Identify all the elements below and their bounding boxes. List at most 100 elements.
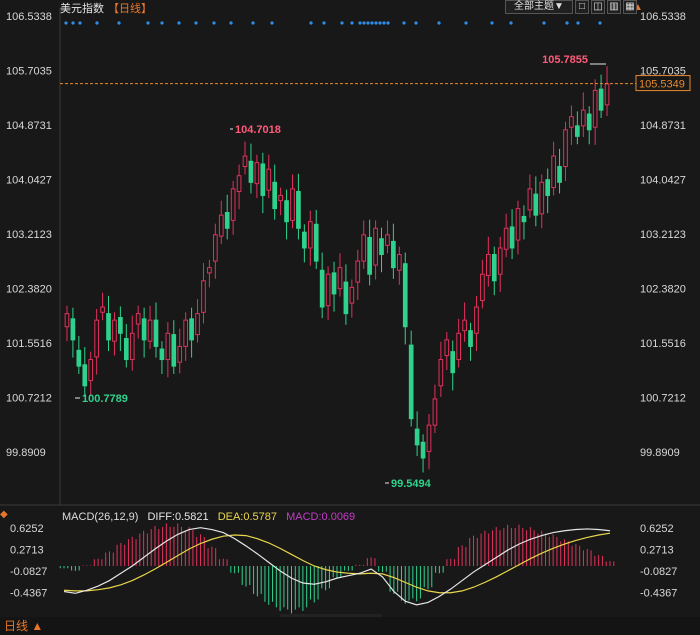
candle-body [527,188,533,211]
candle-body [64,313,70,328]
candle-body [141,318,147,341]
candle-body [474,306,479,334]
event-marker [251,21,255,25]
event-marker [378,21,382,25]
macd-tick-left: 0.6252 [10,523,44,535]
candle-body [485,254,491,277]
layout-icon-2[interactable]: ◫ [591,0,605,14]
candle-body [456,332,462,361]
event-marker [382,21,386,25]
candle-body [426,424,432,452]
price-tick-left: 99.8909 [6,447,46,459]
event-marker [565,21,569,25]
candle-body [230,188,236,221]
recent-high-annotation: 105.7855 [542,54,588,66]
candle-body [325,273,331,307]
diff-line [63,527,611,606]
candle-body [569,116,574,128]
candle-body [450,351,456,374]
candle-body [604,83,610,106]
event-marker [402,21,406,25]
event-marker [370,21,374,25]
candle-body [147,319,153,342]
candle-body [402,263,408,328]
candle-body [248,160,254,183]
price-tick-left: 101.5516 [6,338,52,350]
current-price-box [635,75,691,92]
candle-body [284,200,289,223]
candle-body [509,226,515,249]
event-marker [464,21,468,25]
event-marker [160,21,164,25]
candle-body [343,281,349,315]
candle-body [302,231,307,249]
candle-body [580,109,586,127]
event-marker [322,21,326,25]
period-selector[interactable]: 日线 ▲ [4,617,43,634]
chart-header: 美元指数 【日线】 [60,0,152,16]
period-tag[interactable]: 【日线】 [108,3,152,15]
main-chart-select[interactable]: 全部主题▼ [505,0,573,14]
chevron-up-icon: ▲ [31,619,44,633]
macd-macd-label: MACD:0.0069 [286,511,356,523]
candle-body [462,319,467,332]
candle-body [349,286,355,304]
event-marker [194,21,198,25]
candle-body [296,191,301,229]
event-marker [117,21,121,25]
candle-body [385,234,390,246]
candle-body [207,267,212,274]
candle-body [165,332,171,361]
layout-icon-4[interactable]: ▦ [623,0,637,14]
candle-body [218,214,224,237]
event-marker [270,21,274,25]
event-marker [229,21,233,25]
price-tick-left: 106.5338 [6,11,52,23]
candle-body [189,318,194,341]
candle-body [177,345,183,363]
macd-title: MACD(26,12,9) [62,511,139,523]
candle-body [367,236,372,275]
macd-tick-right: -0.0827 [640,566,677,578]
candle-body [100,306,105,313]
candle-body [533,193,539,216]
layout-icon-3[interactable]: ▥ [607,0,621,14]
candle-body [278,194,283,202]
candle-body [557,166,562,183]
macd-indicator-icon: ◆ [0,509,8,520]
candle-body [515,208,521,241]
event-marker [64,21,68,25]
event-marker [490,21,494,25]
event-marker [542,21,546,25]
event-marker [509,21,513,25]
event-marker [177,21,181,25]
layout-icon-1[interactable]: □ [575,0,589,14]
macd-legend: MACD(26,12,9) DIFF:0.5821 DEA:0.5787 MAC… [62,511,361,523]
event-marker [576,21,580,25]
event-marker [309,21,313,25]
candle-body [391,240,396,269]
macd-tick-left: -0.0827 [10,566,47,578]
candle-body [551,155,556,189]
price-tick-left: 104.8731 [6,120,52,132]
candle-body [592,89,598,128]
candle-body [123,338,129,361]
bottom-bar [0,617,700,635]
candle-body [438,359,444,387]
candle-body [497,247,503,275]
price-tick-right: 101.5516 [640,338,686,350]
candle-body [432,398,438,426]
event-marker [340,21,344,25]
candle-body [129,332,135,361]
event-marker [362,21,366,25]
candle-body [598,88,604,111]
candle-body [355,260,361,283]
candle-body [319,269,325,308]
candle-body [76,349,82,367]
macd-tick-right: -0.4367 [640,588,677,600]
candle-body [153,319,159,347]
price-tick-right: 100.7212 [640,393,686,405]
candle-body [290,188,295,221]
candle-body [106,313,111,341]
